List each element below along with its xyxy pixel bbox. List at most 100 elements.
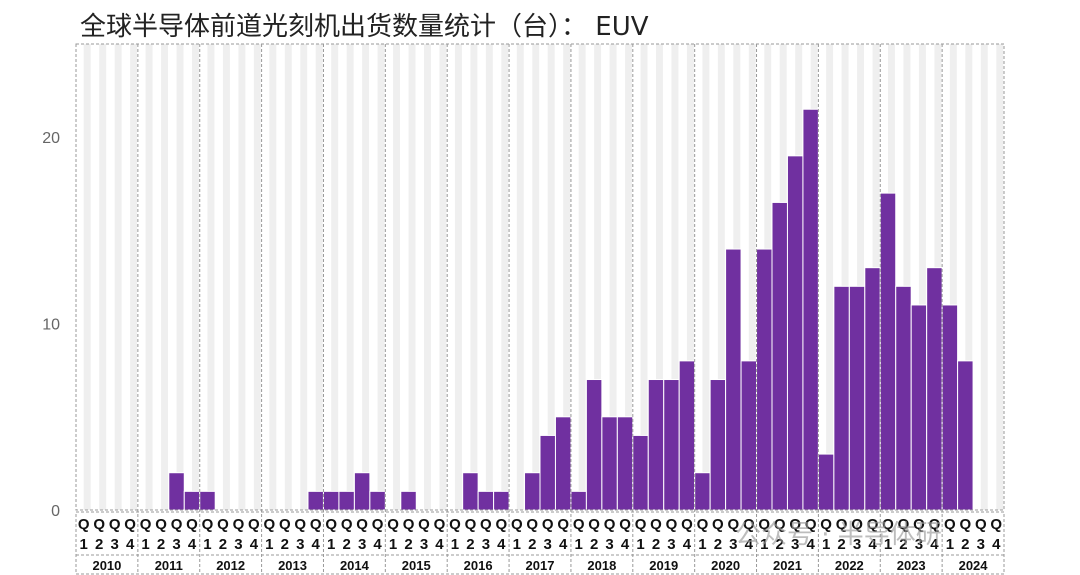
quarter-label-digit: 3: [729, 536, 737, 553]
quarter-label-q: Q: [619, 516, 631, 533]
quarter-label-digit: 1: [203, 536, 211, 553]
quarter-label-q: Q: [990, 516, 1002, 533]
quarter-band: [485, 44, 493, 510]
quarter-label-digit: 1: [265, 536, 273, 553]
quarter-band: [207, 44, 215, 510]
quarter-label-q: Q: [975, 516, 987, 533]
quarter-label-q: Q: [511, 516, 523, 533]
quarter-label-digit: 4: [312, 536, 321, 553]
quarter-band: [841, 44, 849, 510]
bar: [493, 490, 510, 511]
quarter-band: [671, 44, 679, 510]
quarter-label-digit: 4: [868, 536, 877, 553]
bar: [369, 490, 386, 511]
quarter-label-q: Q: [635, 516, 647, 533]
quarter-label-q: Q: [495, 516, 507, 533]
quarter-label-q: Q: [325, 516, 337, 533]
quarter-band: [393, 44, 401, 510]
quarter-label-digit: 3: [482, 536, 490, 553]
bar: [168, 472, 185, 511]
quarter-label-digit: 4: [621, 536, 630, 553]
quarter-label-digit: 3: [667, 536, 675, 553]
quarter-label-digit: 4: [435, 536, 444, 553]
quarter-label-q: Q: [78, 516, 90, 533]
quarter-band: [300, 44, 308, 510]
year-label: 2014: [340, 558, 370, 573]
quarter-label-q: Q: [294, 516, 306, 533]
quarter-band: [918, 44, 926, 510]
bar: [817, 453, 835, 511]
quarter-label-q: Q: [434, 516, 446, 533]
quarter-label-digit: 2: [961, 536, 969, 553]
quarter-label-digit: 2: [714, 536, 722, 553]
bar: [802, 108, 819, 511]
quarter-label-q: Q: [202, 516, 214, 533]
quarter-label-digit: 3: [915, 536, 923, 553]
bar: [400, 490, 417, 511]
bar: [864, 267, 881, 511]
quarter-band: [315, 44, 323, 510]
bar: [183, 490, 201, 511]
bar: [740, 360, 758, 511]
quarter-label-q: Q: [465, 516, 477, 533]
bar: [709, 379, 727, 511]
year-label: 2011: [155, 558, 183, 573]
quarter-band: [470, 44, 478, 510]
quarter-band: [501, 44, 509, 510]
quarter-label-q: Q: [573, 516, 585, 533]
quarter-label-digit: 1: [80, 536, 88, 553]
y-tick-label: 0: [51, 503, 60, 520]
quarter-label-digit: 1: [884, 536, 892, 553]
quarter-label-digit: 3: [110, 536, 118, 553]
quarter-label-digit: 2: [837, 536, 845, 553]
quarter-band: [702, 44, 710, 510]
quarter-label-digit: 4: [992, 536, 1001, 553]
quarter-band: [717, 44, 725, 510]
quarter-label-q: Q: [758, 516, 770, 533]
quarter-band: [454, 44, 462, 510]
quarter-band: [980, 44, 988, 510]
quarter-band: [686, 44, 694, 510]
quarter-band: [222, 44, 230, 510]
bar: [632, 434, 649, 511]
quarter-label-q: Q: [774, 516, 786, 533]
x-axis: Q1Q2Q3Q4Q1Q2Q3Q4Q1Q2Q3Q4Q1Q2Q3Q4Q1Q2Q3Q4…: [75, 511, 1005, 575]
bar: [879, 192, 897, 511]
quarter-band: [331, 44, 339, 510]
year-label: 2019: [649, 558, 678, 573]
quarter-band: [949, 44, 957, 510]
bar: [199, 490, 216, 511]
quarter-label-q: Q: [743, 516, 755, 533]
year-label: 2015: [402, 558, 431, 573]
bar: [570, 490, 587, 511]
year-label: 2022: [835, 558, 864, 573]
quarter-band: [532, 44, 540, 510]
bar: [462, 472, 479, 511]
quarter-band: [547, 44, 555, 510]
quarter-label-digit: 2: [899, 536, 907, 553]
bar: [910, 304, 928, 511]
bar: [957, 360, 974, 511]
quarter-band: [192, 44, 199, 510]
quarter-label-q: Q: [882, 516, 894, 533]
bar: [725, 248, 742, 511]
quarter-label-digit: 1: [574, 536, 582, 553]
quarter-label-digit: 4: [930, 536, 939, 553]
year-label: 2017: [526, 558, 555, 573]
quarter-band: [609, 44, 617, 510]
quarter-label-q: Q: [279, 516, 291, 533]
quarter-band: [253, 44, 261, 510]
quarter-label-q: Q: [867, 516, 879, 533]
quarter-label-digit: 3: [853, 536, 861, 553]
quarter-label-digit: 1: [946, 536, 954, 553]
bar: [307, 490, 324, 511]
quarter-label-q: Q: [836, 516, 848, 533]
quarter-label-digit: 1: [451, 536, 459, 553]
quarter-band: [377, 44, 385, 510]
quarter-label-digit: 2: [528, 536, 536, 553]
quarter-label-q: Q: [310, 516, 322, 533]
quarter-label-q: Q: [913, 516, 925, 533]
quarter-band: [748, 44, 756, 510]
quarter-label-digit: 1: [698, 536, 706, 553]
quarter-band: [346, 44, 354, 510]
